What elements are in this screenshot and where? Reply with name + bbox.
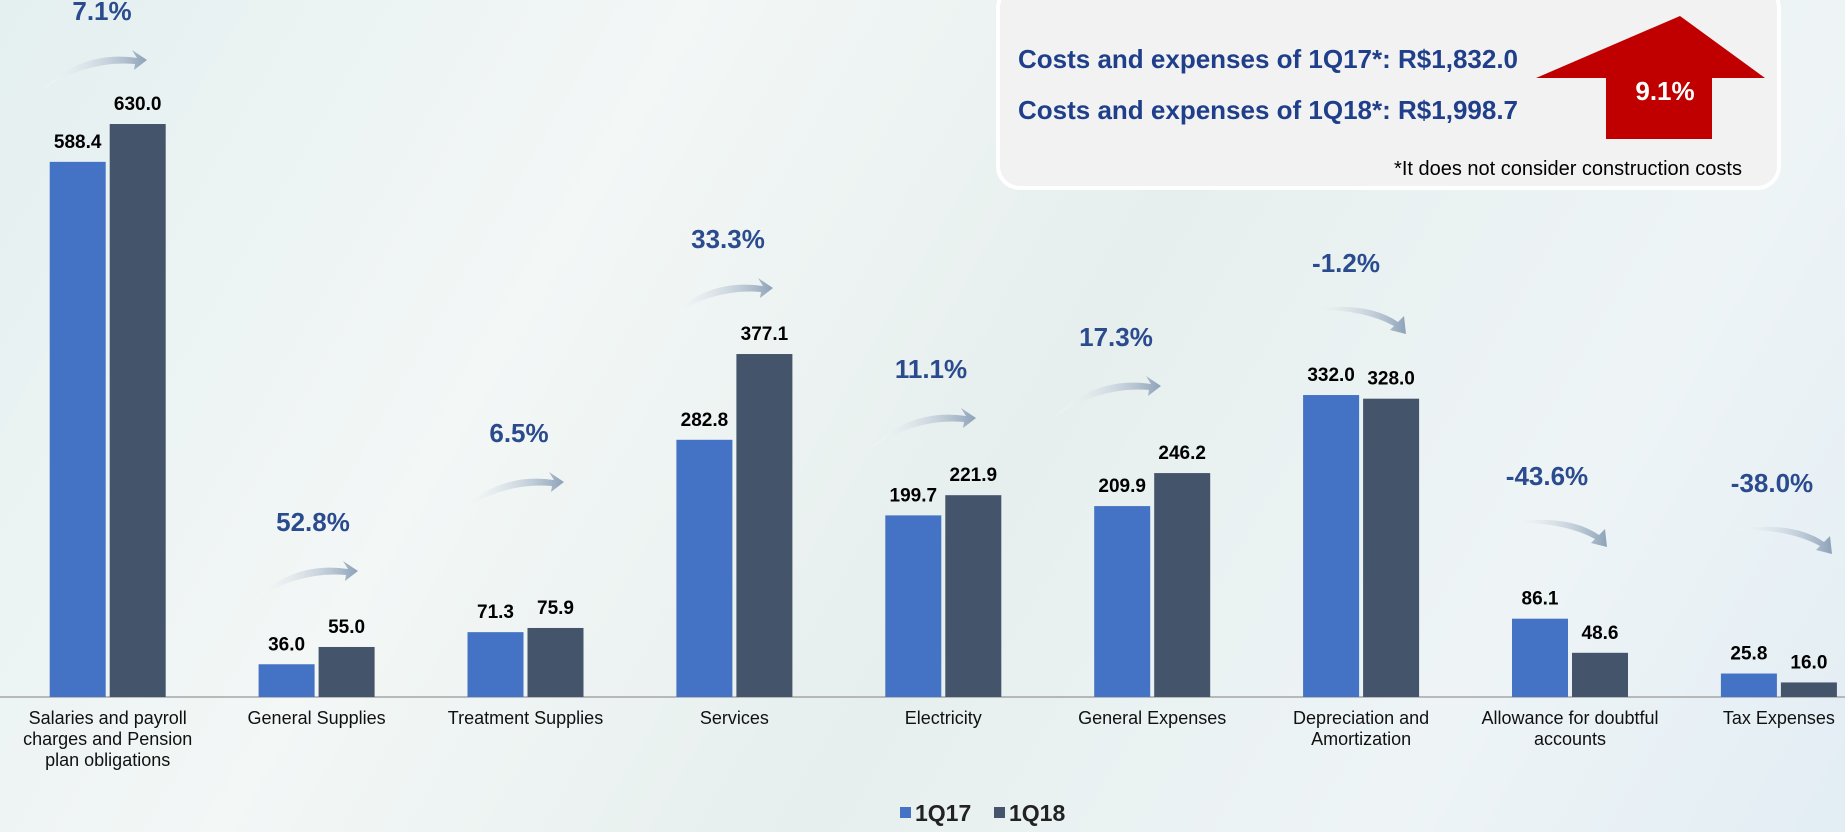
value-label: 332.0 — [1307, 365, 1355, 386]
bar — [1512, 618, 1568, 697]
value-label: 55.0 — [328, 617, 365, 638]
legend-swatch — [994, 807, 1005, 818]
value-label: 377.1 — [741, 324, 789, 345]
change-label: 11.1% — [895, 354, 967, 384]
bar — [1572, 652, 1628, 697]
legend-label: 1Q18 — [1009, 800, 1065, 826]
bar — [1303, 395, 1360, 697]
bar — [1094, 506, 1151, 697]
change-arrow — [1732, 526, 1832, 554]
bar — [318, 646, 375, 697]
x-tick-label: Services — [699, 708, 769, 728]
bar — [676, 439, 733, 697]
value-label: 328.0 — [1367, 369, 1415, 390]
bar — [885, 515, 942, 697]
bar — [1363, 398, 1420, 697]
value-label: 246.2 — [1158, 443, 1206, 464]
x-tick-label: Treatment Supplies — [447, 708, 604, 728]
value-label: 25.8 — [1730, 644, 1767, 665]
value-label: 86.1 — [1522, 589, 1559, 610]
x-tick-label: General Expenses — [1078, 708, 1227, 728]
bar — [1780, 682, 1837, 697]
x-tick-label: Electricity — [904, 708, 982, 728]
legend-swatch — [900, 807, 911, 818]
change-label: 33.3% — [691, 224, 765, 254]
legend-label: 1Q17 — [915, 800, 971, 826]
value-label: 16.0 — [1790, 652, 1827, 673]
bar — [527, 627, 584, 697]
change-label: -1.2% — [1312, 248, 1380, 278]
footnote: *It does not consider construction costs — [1394, 158, 1742, 180]
bar — [467, 632, 524, 697]
change-label: 7.1% — [72, 0, 131, 26]
bar — [1154, 473, 1211, 697]
summary-change: 9.1% — [1635, 76, 1694, 106]
bar — [945, 495, 1002, 697]
x-tick-label: Tax Expenses — [1722, 708, 1835, 728]
change-label: 6.5% — [489, 418, 548, 448]
value-label: 282.8 — [681, 410, 729, 431]
value-label: 36.0 — [268, 634, 305, 655]
value-label: 221.9 — [950, 465, 998, 486]
value-label: 71.3 — [477, 602, 514, 623]
x-tick-label: Depreciation and Amortization — [1293, 708, 1430, 749]
change-arrow — [1056, 376, 1161, 416]
change-label: 17.3% — [1079, 322, 1153, 352]
x-tick-label: General Supplies — [247, 708, 386, 728]
up-arrow — [1536, 16, 1765, 139]
summary-line: Costs and expenses of 1Q18*: R$1,998.7 — [1018, 95, 1518, 125]
x-tick-label: Allowance for doubtful accounts — [1481, 708, 1659, 749]
bar — [49, 161, 106, 697]
change-arrow — [42, 50, 147, 90]
value-label: 48.6 — [1582, 623, 1619, 644]
bar — [1720, 673, 1777, 697]
change-label: 52.8% — [276, 507, 350, 537]
value-label: 75.9 — [537, 598, 574, 619]
change-label: -43.6% — [1506, 461, 1588, 491]
value-label: 209.9 — [1098, 476, 1146, 497]
summary-box — [996, 0, 1781, 190]
change-arrow — [1306, 306, 1406, 334]
x-tick-label: Salaries and payroll charges and Pension… — [23, 708, 193, 770]
value-label: 630.0 — [114, 94, 162, 115]
value-label: 588.4 — [54, 132, 102, 153]
change-arrow — [459, 472, 564, 512]
change-arrow — [871, 408, 976, 448]
bar — [258, 664, 315, 697]
bar — [736, 354, 793, 697]
summary-line: Costs and expenses of 1Q17*: R$1,832.0 — [1018, 44, 1518, 74]
change-arrow — [253, 561, 358, 601]
change-arrow — [668, 278, 773, 318]
bar — [109, 124, 166, 697]
change-label: -38.0% — [1731, 468, 1813, 498]
value-label: 199.7 — [890, 485, 938, 506]
change-arrow — [1507, 519, 1607, 547]
